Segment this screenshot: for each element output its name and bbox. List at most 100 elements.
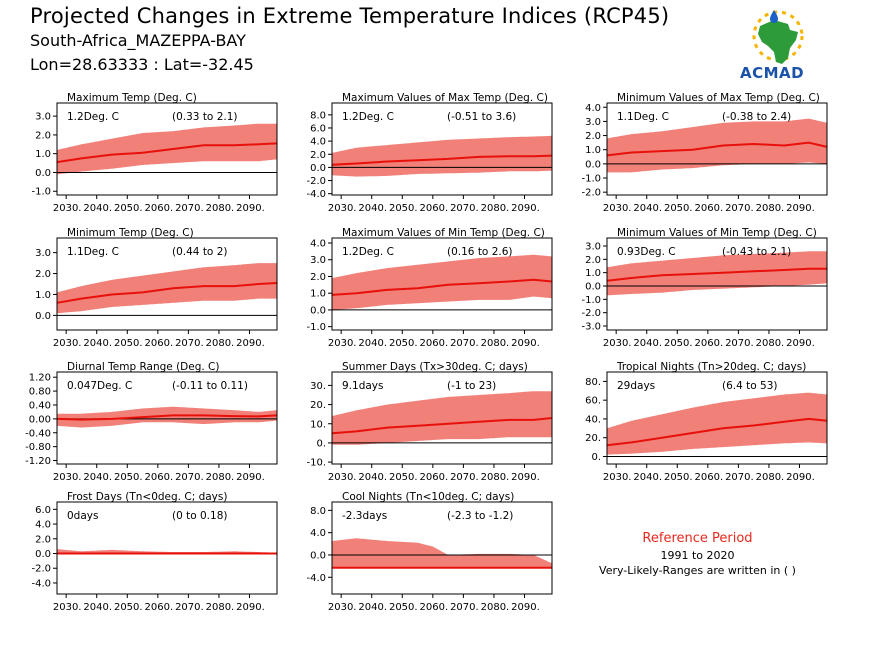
range-value: (0.33 to 2.1) — [172, 111, 238, 123]
change-value: 0.047Deg. C — [67, 380, 132, 392]
chart-svg: Maximum Temp (Deg. C) 1.2Deg. C (0.33 to 2… — [31, 92, 278, 214]
x-tick-label: 2090. — [236, 472, 265, 483]
median-line — [56, 142, 278, 164]
chart-title: Maximum Temp (Deg. C) — [67, 92, 197, 104]
chart-title: Diurnal Temp Range (Deg. C) — [67, 361, 219, 373]
range-band — [332, 391, 552, 445]
range-band — [607, 392, 827, 455]
y-tick-label: 4.0 — [585, 103, 601, 114]
y-tick-label: 0.40 — [29, 400, 51, 411]
median-line — [331, 278, 553, 296]
chart-svg: Tropical Nights (Tn>20deg. C; days) 29day… — [585, 361, 828, 483]
x-tick-label: 2040. — [358, 602, 387, 613]
y-tick-label: 0.0 — [35, 549, 51, 560]
x-tick-label: 2090. — [786, 203, 815, 214]
y-tick-label: 0.0 — [310, 163, 326, 174]
y-tick-label: 10. — [310, 419, 326, 430]
x-tick-label: 2090. — [236, 203, 265, 214]
y-tick-label: 3.0 — [35, 248, 51, 259]
x-tick-label: 2090. — [786, 472, 815, 483]
median-line — [56, 282, 278, 304]
x-tick-label: 2040. — [358, 203, 387, 214]
chart-panel: Diurnal Temp Range (Deg. C) 0.047Deg. C (-… — [25, 361, 278, 483]
y-tick-label: 2.0 — [35, 130, 51, 141]
x-tick-label: 2070. — [175, 338, 204, 349]
page-title: Projected Changes in Extreme Temperature… — [30, 4, 670, 28]
chart-svg: Frost Days (Tn<0deg. C; days) 0days (0 to … — [31, 491, 278, 613]
reference-period: 1991 to 2020 — [660, 549, 735, 562]
plot-frame — [606, 102, 828, 196]
median-line — [606, 141, 828, 157]
change-value: 1.1Deg. C — [67, 246, 119, 258]
y-tick-label: 40. — [585, 414, 601, 425]
y-tick-label: 0.0 — [310, 305, 326, 316]
plot-frame — [331, 237, 553, 331]
y-tick-label: 0.0 — [35, 311, 51, 322]
chart-title: Minimum Temp (Deg. C) — [67, 227, 194, 239]
chart-title: Maximum Values of Max Temp (Deg. C) — [342, 92, 548, 104]
change-value: 0days — [67, 510, 98, 522]
y-tick-label: 3.0 — [310, 255, 326, 266]
x-tick-label: 2070. — [725, 472, 754, 483]
change-value: 1.2Deg. C — [342, 246, 394, 258]
x-tick-label: 2060. — [420, 203, 449, 214]
y-tick-label: -2.0 — [306, 176, 326, 187]
change-value: 1.1Deg. C — [617, 111, 669, 123]
chart-panel: Tropical Nights (Tn>20deg. C; days) 29day… — [585, 361, 828, 483]
x-tick-label: 2070. — [450, 602, 479, 613]
x-tick-label: 2080. — [756, 472, 785, 483]
y-tick-label: -3.0 — [581, 322, 601, 333]
x-tick-label: 2030. — [53, 602, 82, 613]
y-tick-label: 1.20 — [29, 373, 51, 384]
plot-frame — [606, 237, 828, 331]
x-tick-label: 2090. — [236, 338, 265, 349]
x-tick-label: 2040. — [358, 338, 387, 349]
y-tick-label: 8.0 — [310, 110, 326, 121]
x-tick-label: 2030. — [328, 338, 357, 349]
x-tick-label: 2050. — [664, 203, 693, 214]
y-tick-label: 3.0 — [35, 112, 51, 123]
y-tick-label: 60. — [585, 396, 601, 407]
x-tick-label: 2080. — [206, 203, 235, 214]
x-tick-label: 2040. — [358, 472, 387, 483]
x-tick-label: 2080. — [481, 338, 510, 349]
x-tick-label: 2060. — [145, 338, 174, 349]
x-tick-label: 2030. — [53, 338, 82, 349]
plot-frame — [331, 371, 553, 465]
y-tick-label: -0.80 — [25, 442, 51, 453]
x-tick-label: 2030. — [603, 203, 632, 214]
median-line — [606, 417, 828, 447]
x-tick-label: 2050. — [114, 203, 143, 214]
x-tick-label: 2030. — [328, 203, 357, 214]
y-tick-label: 3.0 — [585, 242, 601, 253]
y-tick-label: -4.0 — [306, 573, 326, 584]
plot-frame — [331, 501, 553, 595]
y-tick-label: 20. — [585, 433, 601, 444]
plot-frame — [331, 102, 553, 196]
y-tick-label: 2.0 — [310, 272, 326, 283]
y-tick-label: 20. — [310, 400, 326, 411]
y-tick-label: -1.20 — [25, 456, 51, 467]
chart-svg: Minimum Temp (Deg. C) 1.1Deg. C (0.44 to 2… — [35, 227, 278, 349]
x-tick-label: 2080. — [481, 203, 510, 214]
plot-frame — [56, 371, 278, 465]
x-tick-label: 2030. — [603, 472, 632, 483]
change-value: 0.93Deg. C — [617, 246, 676, 258]
chart-panel: Minimum Temp (Deg. C) 1.1Deg. C (0.44 to 2… — [35, 227, 278, 349]
x-tick-label: 2040. — [83, 472, 112, 483]
y-tick-label: 1.0 — [310, 289, 326, 300]
range-value: (-0.43 to 2.1) — [722, 246, 791, 258]
y-tick-label: -4.0 — [306, 189, 326, 200]
location-label: South-Africa_MAZEPPA-BAY — [30, 31, 246, 50]
y-tick-label: 0.00 — [29, 414, 51, 425]
acmad-logo-icon — [752, 10, 804, 64]
x-tick-label: 2080. — [481, 602, 510, 613]
y-tick-label: -2.0 — [581, 308, 601, 319]
x-tick-label: 2050. — [114, 472, 143, 483]
y-tick-label: 6.0 — [35, 505, 51, 516]
range-value: (0.44 to 2) — [172, 246, 227, 258]
median-line — [606, 267, 827, 282]
y-tick-label: 1.0 — [585, 268, 601, 279]
range-value: (-2.3 to -1.2) — [447, 510, 513, 522]
x-tick-label: 2040. — [83, 602, 112, 613]
